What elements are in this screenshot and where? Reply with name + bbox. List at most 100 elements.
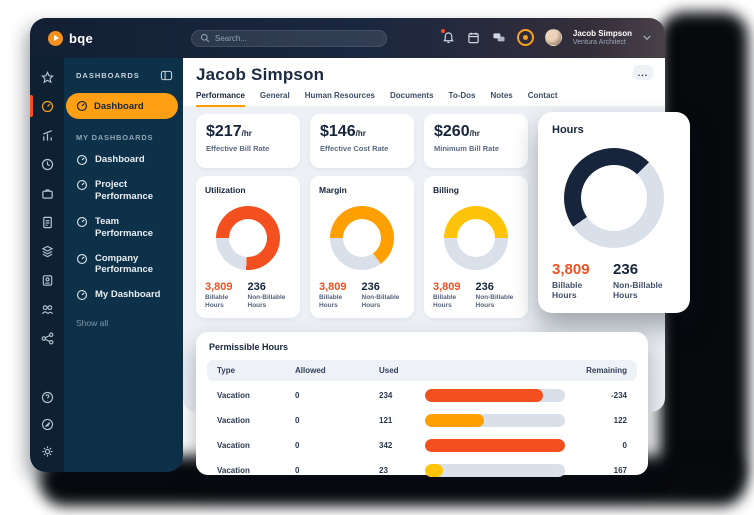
- gauge-icon: [76, 289, 88, 301]
- stat-value: $217: [206, 123, 242, 140]
- non-billable-value: 236: [475, 280, 494, 293]
- row-allowed: 0: [295, 466, 300, 475]
- card-title: Utilization: [205, 185, 246, 195]
- tab-general[interactable]: General: [259, 91, 290, 100]
- team-icon[interactable]: [30, 302, 64, 316]
- gauge-icon: [76, 154, 88, 166]
- sidebar-item-label: My Dashboard: [95, 289, 161, 301]
- share-icon[interactable]: [30, 331, 64, 345]
- stat-value: $146: [320, 123, 356, 140]
- stat-unit: /hr: [469, 129, 480, 138]
- utilization-donut-chart: [216, 205, 280, 270]
- bqe-logo[interactable]: bqe: [48, 30, 93, 46]
- billable-value: 3,809: [205, 280, 233, 293]
- invoices-icon[interactable]: [30, 215, 64, 229]
- row-used: 23: [379, 466, 388, 475]
- messages-icon[interactable]: [492, 31, 506, 45]
- non-billable-stat: 236 Non-Billable Hours: [476, 281, 520, 310]
- usage-bar-fill: [425, 464, 444, 477]
- col-remaining: Remaining: [586, 366, 627, 375]
- col-allowed: Allowed: [295, 366, 326, 375]
- sidebar-section-title: DASHBOARDS: [76, 71, 140, 80]
- row-allowed: 0: [295, 416, 300, 425]
- favorites-icon[interactable]: [30, 70, 64, 84]
- stat-unit: /hr: [241, 129, 252, 138]
- card-title: Permissible Hours: [209, 342, 289, 352]
- gauge-icon: [76, 253, 88, 265]
- sidebar-item-team-performance[interactable]: Team Performance: [64, 216, 183, 240]
- non-billable-value: 236: [613, 260, 639, 278]
- table-row: Vacation 0 121 122: [207, 408, 637, 433]
- avatar[interactable]: [544, 29, 562, 47]
- tab-to-dos[interactable]: To-Dos: [448, 91, 476, 100]
- collapse-panel-icon[interactable]: [160, 70, 173, 81]
- hr-icon[interactable]: [30, 273, 64, 287]
- usage-bar-fill: [425, 439, 565, 452]
- bqe-assistant-icon[interactable]: [516, 29, 534, 47]
- stat-label: Minimum Bill Rate: [434, 144, 500, 153]
- row-remaining: -234: [610, 391, 627, 400]
- user-menu[interactable]: Jacob Simpson Ventura Architect: [573, 29, 632, 46]
- row-remaining: 122: [613, 416, 627, 425]
- row-used: 342: [379, 441, 393, 450]
- tab-documents[interactable]: Documents: [389, 91, 434, 100]
- search-input[interactable]: Search...: [191, 29, 388, 47]
- tab-performance[interactable]: Performance: [196, 91, 245, 107]
- gauge-icon: [76, 179, 88, 191]
- reports-icon[interactable]: [30, 128, 64, 142]
- non-billable-stat: 236 Non-Billable Hours: [248, 281, 292, 310]
- icon-rail: [30, 58, 64, 472]
- usage-bar-fill: [425, 414, 484, 427]
- row-allowed: 0: [295, 391, 300, 400]
- row-used: 234: [379, 391, 393, 400]
- card-title: Billing: [433, 185, 459, 195]
- sidebar-item-dashboard-active[interactable]: Dashboard: [66, 93, 178, 119]
- sidebar-item-project-performance[interactable]: Project Performance: [64, 179, 183, 203]
- dashboards-icon[interactable]: [30, 95, 64, 117]
- user-name: Jacob Simpson: [572, 29, 632, 39]
- usage-bar-fill: [425, 389, 543, 402]
- hours-card: Hours 3,809 Billable Hours 236 Non-Billa…: [538, 112, 690, 313]
- sidebar-item-company-performance[interactable]: Company Performance: [64, 253, 183, 277]
- table-header: Type Allowed Used Remaining: [207, 360, 637, 381]
- usage-bar: [425, 464, 565, 477]
- stat-unit: /hr: [355, 129, 366, 138]
- bell-icon[interactable]: [440, 28, 456, 45]
- sidebar-item-label: Dashboard: [95, 154, 145, 165]
- time-icon[interactable]: [30, 157, 64, 171]
- show-all-link[interactable]: Show all: [76, 318, 109, 329]
- billing-icon[interactable]: [30, 186, 64, 200]
- col-type: Type: [217, 366, 236, 375]
- tab-contact[interactable]: Contact: [527, 91, 558, 100]
- non-billable-label: Non-Billable Hours: [361, 293, 400, 309]
- stat-card-effective-cost-rate: $146/hr Effective Cost Rate: [310, 114, 414, 168]
- settings-icon[interactable]: [30, 444, 64, 458]
- tab-human-resources[interactable]: Human Resources: [304, 91, 375, 100]
- search-icon: [200, 33, 210, 43]
- card-title: Margin: [319, 185, 347, 195]
- usage-bar: [425, 389, 565, 402]
- margin-card: Margin 3,809 Billable Hours 236 Non-Bill…: [310, 176, 414, 318]
- row-remaining: 167: [613, 466, 627, 475]
- chevron-down-icon[interactable]: [643, 35, 651, 41]
- row-type: Vacation: [217, 466, 250, 475]
- bqe-logo-icon: [48, 30, 63, 46]
- more-options-button[interactable]: ...: [633, 65, 653, 80]
- billable-value: 3,809: [319, 280, 347, 293]
- help-icon[interactable]: [30, 390, 64, 404]
- sidebar-item-my-dashboard[interactable]: My Dashboard: [64, 289, 183, 301]
- topbar: bqe Search...: [30, 18, 665, 58]
- projects-icon[interactable]: [30, 244, 64, 258]
- search-placeholder: Search...: [215, 33, 248, 43]
- tab-notes[interactable]: Notes: [490, 91, 513, 100]
- explore-icon[interactable]: [30, 417, 64, 431]
- user-role: Ventura Architect: [572, 38, 626, 46]
- stat-card-minimum-bill-rate: $260/hr Minimum Bill Rate: [424, 114, 528, 168]
- non-billable-value: 236: [247, 280, 266, 293]
- sidebar-item-dashboard[interactable]: Dashboard: [64, 154, 183, 166]
- billable-stat: 3,809 Billable Hours: [552, 261, 599, 301]
- calendar-icon[interactable]: [467, 31, 481, 45]
- billing-card: Billing 3,809 Billable Hours 236 Non-Bil…: [424, 176, 528, 318]
- billable-value: 3,809: [433, 280, 461, 293]
